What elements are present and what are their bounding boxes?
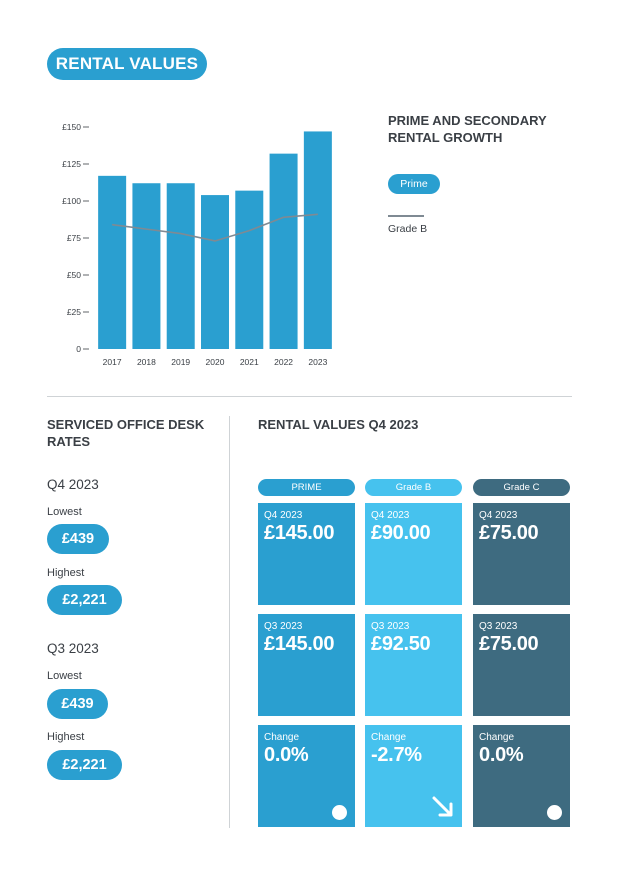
desk-q3-lowest-value: £439 [47, 689, 108, 719]
gradec-change-label: Change [479, 732, 515, 743]
gradeb-q3-value: £92.50 [371, 633, 431, 655]
gradeb-q3-cell: Q3 2023 £92.50 [365, 614, 462, 716]
desk-q4-highest-value: £2,221 [47, 585, 122, 615]
desk-q4-lowest-value: £439 [47, 524, 109, 554]
chart-title: PRIME AND SECONDARY RENTAL GROWTH [388, 113, 547, 145]
legend-prime-badge: Prime [388, 174, 440, 194]
y-tick-label: £100 [62, 196, 81, 206]
gradec-q4-value: £75.00 [479, 522, 539, 544]
y-tick-label: £150 [62, 122, 81, 132]
gradec-change-cell: Change 0.0% [473, 725, 570, 827]
x-tick-label: 2017 [103, 357, 122, 367]
desk-q3-highest-value: £2,221 [47, 750, 122, 780]
bar-prime [166, 183, 195, 349]
gradeb-change-cell: Change -2.7% [365, 725, 462, 827]
x-tick-label: 2021 [240, 357, 259, 367]
gradec-q3-label: Q3 2023 [479, 621, 518, 632]
gradeb-q4-value: £90.00 [371, 522, 431, 544]
vertical-divider [229, 416, 230, 828]
desk-q4-period: Q4 2023 [47, 477, 99, 492]
prime-change-value: 0.0% [264, 744, 309, 766]
desk-q4-highest-label: Highest [47, 567, 85, 579]
gradec-q3-cell: Q3 2023 £75.00 [473, 614, 570, 716]
arrow-down-right-icon [432, 796, 453, 817]
desk-q3-highest-label: Highest [47, 731, 85, 743]
prime-q3-value: £145.00 [264, 633, 335, 655]
gradeb-q4-label: Q4 2023 [371, 510, 410, 521]
desk-rates-title: SERVICED OFFICE DESK RATES [47, 417, 205, 449]
prime-q4-label: Q4 2023 [264, 510, 303, 521]
bar-prime [132, 183, 161, 349]
y-tick-label: £75 [67, 233, 81, 243]
gradeb-q4-cell: Q4 2023 £90.00 [365, 503, 462, 605]
section-title-pill: RENTAL VALUES [47, 48, 207, 80]
prime-q4-value: £145.00 [264, 522, 335, 544]
y-tick-label: £125 [62, 159, 81, 169]
prime-change-label: Change [264, 732, 300, 743]
x-tick-label: 2020 [206, 357, 225, 367]
bar-prime [303, 131, 332, 349]
prime-q4-cell: Q4 2023 £145.00 [258, 503, 355, 605]
desk-q3-lowest-label: Lowest [47, 670, 82, 682]
col-header-gradec: Grade C [473, 479, 570, 496]
x-tick-label: 2022 [274, 357, 293, 367]
y-tick-label: 0 [76, 344, 81, 354]
desk-q4-lowest-label: Lowest [47, 506, 82, 518]
gradec-q4-cell: Q4 2023 £75.00 [473, 503, 570, 605]
gradec-q4-label: Q4 2023 [479, 510, 518, 521]
legend-gradeb-label: Grade B [388, 223, 428, 235]
rental-values-title: RENTAL VALUES Q4 2023 [258, 417, 419, 432]
gradeb-q3-label: Q3 2023 [371, 621, 410, 632]
x-tick-label: 2018 [137, 357, 156, 367]
col-header-gradeb: Grade B [365, 479, 462, 496]
bar-prime [98, 175, 127, 349]
x-tick-label: 2019 [171, 357, 190, 367]
bar-prime [235, 190, 264, 349]
bar-prime [201, 195, 229, 349]
no-change-dot-icon [547, 805, 562, 820]
y-tick-label: £25 [67, 307, 81, 317]
bar-prime [269, 153, 298, 349]
y-tick-label: £50 [67, 270, 81, 280]
col-header-prime: PRIME [258, 479, 355, 496]
horizontal-divider [47, 396, 572, 397]
prime-q3-cell: Q3 2023 £145.00 [258, 614, 355, 716]
gradeb-change-label: Change [371, 732, 407, 743]
line-gradeb [112, 213, 318, 242]
x-tick-label: 2023 [308, 357, 327, 367]
gradeb-change-value: -2.7% [371, 744, 422, 766]
gradec-q3-value: £75.00 [479, 633, 539, 655]
prime-q3-label: Q3 2023 [264, 621, 303, 632]
desk-q3-period: Q3 2023 [47, 641, 99, 656]
no-change-dot-icon [332, 805, 347, 820]
rental-growth-chart: 0 £25 £50 £75 £100 £125 £150 2017 2018 2019 2020 20… [62, 122, 332, 367]
prime-change-cell: Change 0.0% [258, 725, 355, 827]
gradec-change-value: 0.0% [479, 744, 524, 766]
legend-gradeb-line [388, 215, 424, 217]
